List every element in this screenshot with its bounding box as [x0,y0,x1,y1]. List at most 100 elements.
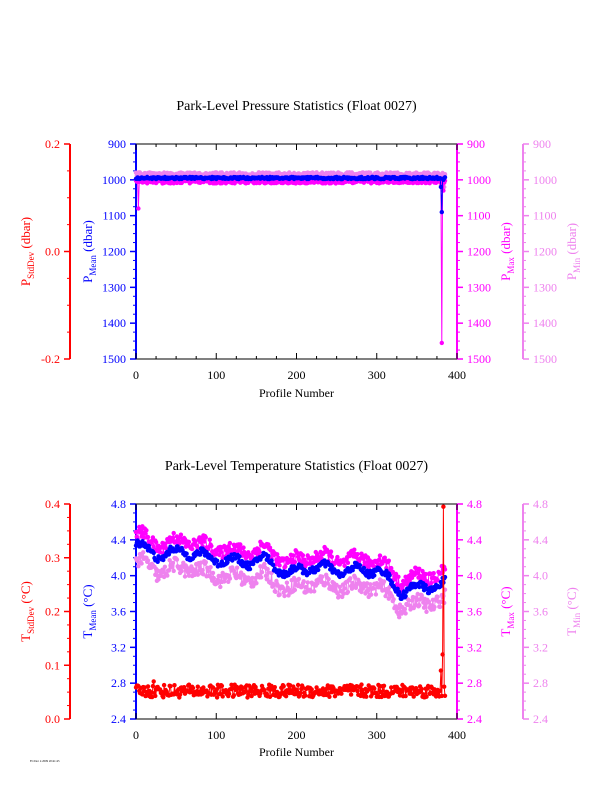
y-tick-label-min: 2.4 [533,712,548,726]
y-tick-label-mean: 4.4 [111,533,126,547]
data-point-min [426,599,432,604]
data-point-max [417,566,422,571]
data-point-mean [423,583,428,588]
data-point-stddev [441,504,446,509]
data-point-stddev [291,684,296,689]
data-point-min [438,599,444,605]
data-point-min [362,584,367,589]
data-point-min [326,576,331,582]
data-point-mean [417,584,422,590]
y-tick-label-min: 1200 [533,245,557,259]
y-tick-label-min: 3.6 [533,605,548,619]
data-point-min [368,582,373,587]
data-point-max [409,575,415,580]
data-point-mean [336,569,341,574]
y-tick-label-max: 900 [467,137,485,151]
data-point-max [329,554,334,559]
y-tick-label-stddev: 0.3 [45,551,60,565]
data-point-max [435,578,440,583]
data-point-min [238,575,243,580]
footer-stamp: Fri Dec 4 2009 20:41:45 [30,759,60,763]
data-point-min [325,581,330,586]
data-point-stddev [298,690,303,695]
y-tick-label-mean: 2.8 [111,676,126,690]
y-tick-label-min: 900 [533,137,551,151]
data-point-min [254,581,259,586]
data-point-stddev [403,693,408,699]
x-axis-label: Profile Number [259,386,334,400]
y-tick-label-mean: 3.6 [111,605,126,619]
y-tick-label-min: 4.4 [533,533,548,547]
data-point-stddev [283,694,289,699]
data-point-mean [166,552,172,557]
data-point-stddev [399,688,404,693]
data-point-stddev [229,682,234,687]
data-point-max [292,559,298,565]
data-point-max [275,552,280,557]
data-point-min [208,565,213,570]
data-point-min [320,574,325,579]
y-axis-label-mean: PMean (dbar) [80,220,98,283]
y-tick-label-min: 4.8 [533,497,548,511]
data-point-max [328,549,334,554]
data-point-max [144,528,149,533]
data-point-max [389,565,394,571]
data-point-max [291,553,296,558]
data-point-max [362,560,367,565]
data-point-min [165,573,170,578]
data-point-min [341,591,346,596]
data-point-min [182,574,188,579]
data-point-stddev [150,683,156,689]
data-point-stddev [364,694,369,699]
data-point-min [265,566,270,572]
data-point-max [429,580,434,586]
data-point-min [250,575,255,581]
data-point-min [383,593,388,599]
y-tick-label-mean: 1400 [102,316,126,330]
x-axis-label: Profile Number [259,745,334,759]
data-point-stddev [272,685,277,690]
data-point-min [282,593,287,599]
chart-title: Park-Level Pressure Statistics (Float 00… [176,99,417,114]
data-point-mean [266,553,271,559]
data-point-stddev [440,652,445,657]
data-point-stddev [186,682,192,687]
data-point-min [277,592,282,597]
data-point-mean [155,559,160,564]
y-tick-label-max: 2.8 [467,676,482,690]
y-axis-label-stddev: TStdDev (°C) [18,581,36,642]
y-tick-label-max: 4.0 [467,569,482,583]
data-point-min [259,570,265,575]
y-tick-label-mean: 1000 [102,173,126,187]
data-point-stddev [231,693,237,698]
data-point-max [300,553,306,558]
y-tick-label-mean: 1200 [102,245,126,259]
y-tick-label-stddev: 0.2 [45,137,60,151]
data-point-max [164,546,169,551]
data-point-max [218,549,224,555]
data-point-stddev [161,682,167,688]
data-point-stddev [303,693,308,698]
data-point-min [432,604,437,610]
y-tick-label-min: 2.8 [533,676,548,690]
data-point-stddev [195,684,200,689]
y-tick-label-mean: 2.4 [111,712,126,726]
data-point-stddev [442,693,448,698]
data-point-min [186,573,192,578]
data-point-min [409,598,415,603]
data-point-min [292,587,298,593]
data-point-stddev [355,688,360,694]
data-point-max [209,543,214,549]
data-point-stddev [442,684,447,689]
data-point-min [397,615,402,620]
data-point-stddev [295,682,301,688]
data-point-stddev [201,685,206,690]
y-tick-label-max: 1000 [467,173,491,187]
data-point-min [395,606,400,611]
data-point-min [340,594,345,600]
data-point-min [342,586,347,591]
data-point-max [371,563,376,569]
data-point-max [431,571,436,576]
chart-0: Park-Level Pressure Statistics (Float 00… [18,99,582,400]
data-point-min [275,583,281,588]
